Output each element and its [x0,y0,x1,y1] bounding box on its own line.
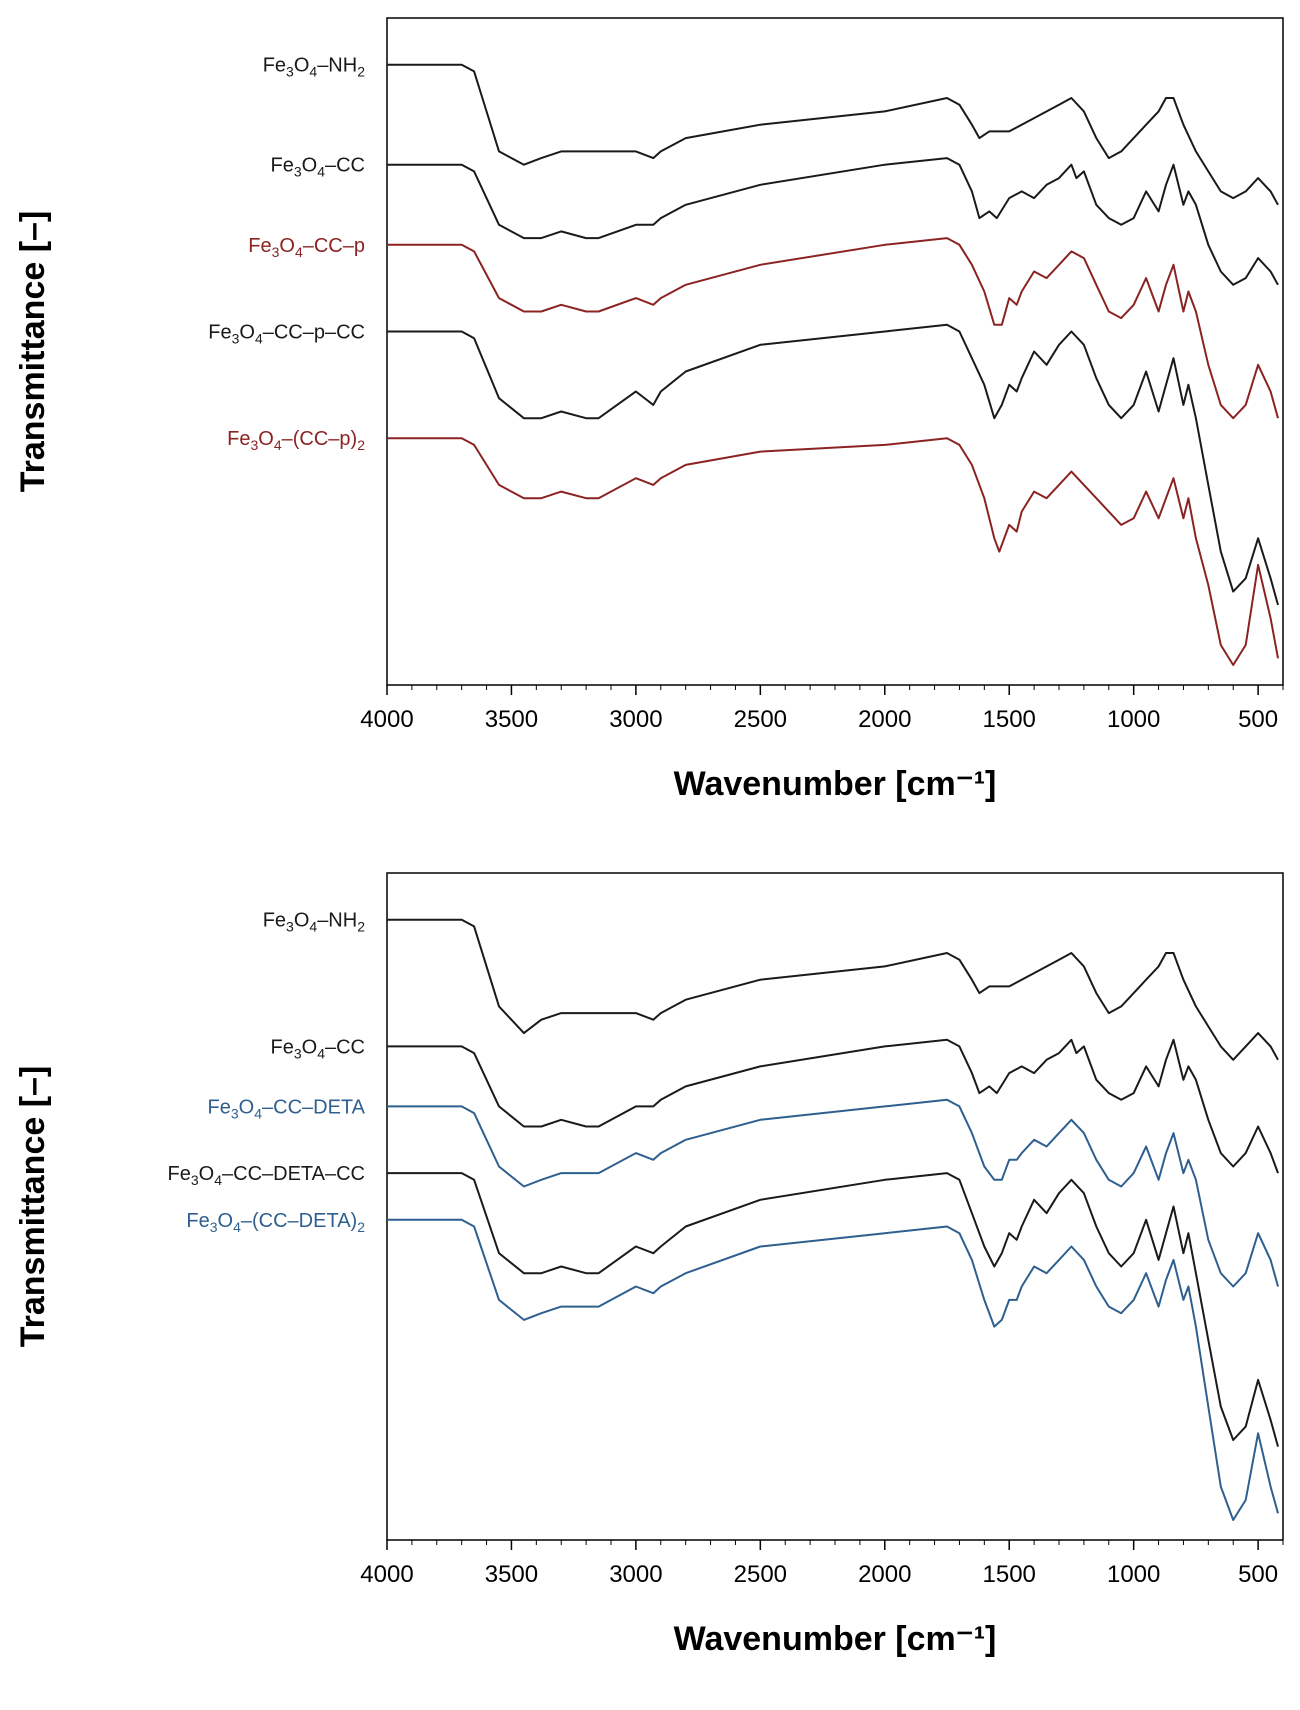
x-tick-label: 2500 [734,1561,787,1588]
x-tick-label: 1000 [1107,1561,1160,1588]
x-tick-label: 500 [1238,706,1278,733]
series-label: Fe3​O4​–CC [270,1036,365,1061]
x-tick-label: 4000 [360,706,413,733]
x-axis-title: Wavenumber [cm⁻¹] [674,765,997,803]
series-line [387,1098,1279,1288]
ftir-chart-top-svg: 4000 3500 3000 2500 2000 1500 1000 500 Wavenumbe… [14,17,1284,803]
series-line [387,63,1279,206]
x-tick-label: 3000 [609,1561,662,1588]
x-tick-label: 2500 [734,706,787,733]
x-tick-label: 2000 [858,1561,911,1588]
series-line [387,157,1279,286]
x-tick-label: 1500 [983,706,1036,733]
y-axis-title: Transmittance [–] [14,211,52,493]
series-label: Fe3​O4​–CC–DETA–CC [168,1163,366,1188]
plot-frame [386,872,1284,1541]
x-tick-label: 3500 [485,1561,538,1588]
series-label: Fe3​O4​–NH2​ [263,55,366,80]
x-tick-label: 3500 [485,706,538,733]
series-label: Fe3​O4​–(CC–DETA)2​ [186,1210,365,1235]
plot-frame [386,17,1284,686]
series-label: Fe3​O4​–CC–p–CC [208,321,365,346]
x-tick-label: 3000 [609,706,662,733]
y-axis-title: Transmittance [–] [14,1066,52,1348]
series-line [387,323,1279,606]
series-line [387,237,1279,420]
series-line [387,437,1279,666]
series-label: Fe3​O4​–(CC–p)2​ [227,428,365,453]
series-line [387,1172,1279,1447]
x-tick-label: 500 [1238,1561,1278,1588]
ftir-chart-bottom-svg: 4000 3500 3000 2500 2000 1500 1000 500 Wavenumbe… [14,872,1284,1658]
x-tick-label: 2000 [858,706,911,733]
series-line [387,918,1279,1061]
series-label: Fe3​O4​–CC–DETA [208,1096,366,1121]
ftir-chart-top: 4000 3500 3000 2500 2000 1500 1000 500 Wavenumbe… [14,17,1284,803]
series-line [387,1038,1279,1174]
x-tick-label: 1500 [983,1561,1036,1588]
series-label: Fe3​O4​–CC [270,155,365,180]
ftir-chart-bottom: 4000 3500 3000 2500 2000 1500 1000 500 Wavenumbe… [0,855,1300,1710]
x-tick-label: 4000 [360,1561,413,1588]
series-label: Fe3​O4​–NH2​ [263,910,366,935]
x-axis-title: Wavenumber [cm⁻¹] [674,1620,997,1658]
series-line [387,1218,1279,1521]
x-tick-label: 1000 [1107,706,1160,733]
series-label: Fe3​O4​–CC–p [248,235,365,260]
